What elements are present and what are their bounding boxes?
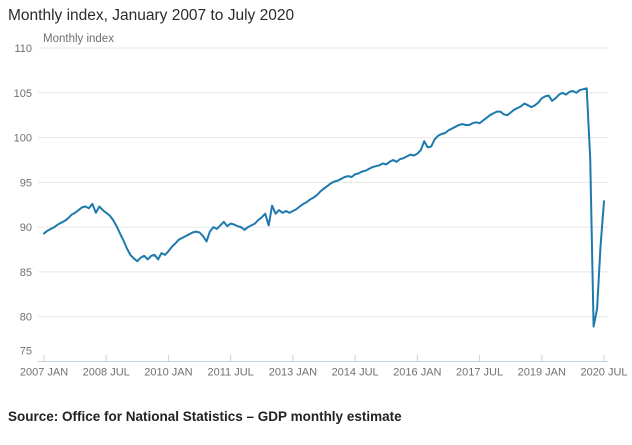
x-tick-label: 2011 JUL: [208, 367, 254, 379]
x-tick-label: 2020 JUL: [580, 367, 627, 379]
gdp-index-line: [43, 87, 605, 328]
chart-title: Monthly index, January 2007 to July 2020: [8, 7, 295, 24]
x-tick-label: 2013 JAN: [269, 367, 317, 379]
x-tick-label: 2019 JAN: [518, 367, 566, 379]
x-tick-label: 2008 JUL: [83, 367, 130, 379]
x-tick-label: 2016 JAN: [393, 367, 441, 379]
x-tick-label: 2017 JUL: [456, 367, 503, 379]
y-tick-label: 105: [14, 88, 32, 100]
x-tick-label: 2010 JAN: [144, 367, 192, 379]
y-tick-label: 95: [20, 177, 32, 189]
y-tick-label: 100: [14, 133, 32, 145]
x-tick-label: 2007 JAN: [20, 367, 68, 379]
x-tick-label: 2014 JUL: [332, 367, 379, 379]
y-tick-label: 90: [20, 222, 32, 234]
y-tick-label: 85: [20, 267, 32, 279]
y-tick-label: 110: [14, 43, 32, 55]
y-axis-title: Monthly index: [43, 33, 114, 45]
chart-canvas: 110 105 100 95 90 85 80 75 2007 JAN 2008 JUL 2010 …: [14, 43, 628, 379]
y-tick-label: 75: [20, 346, 32, 358]
source-attribution: Source: Office for National Statistics –…: [8, 409, 402, 424]
y-tick-label: 80: [20, 312, 32, 324]
